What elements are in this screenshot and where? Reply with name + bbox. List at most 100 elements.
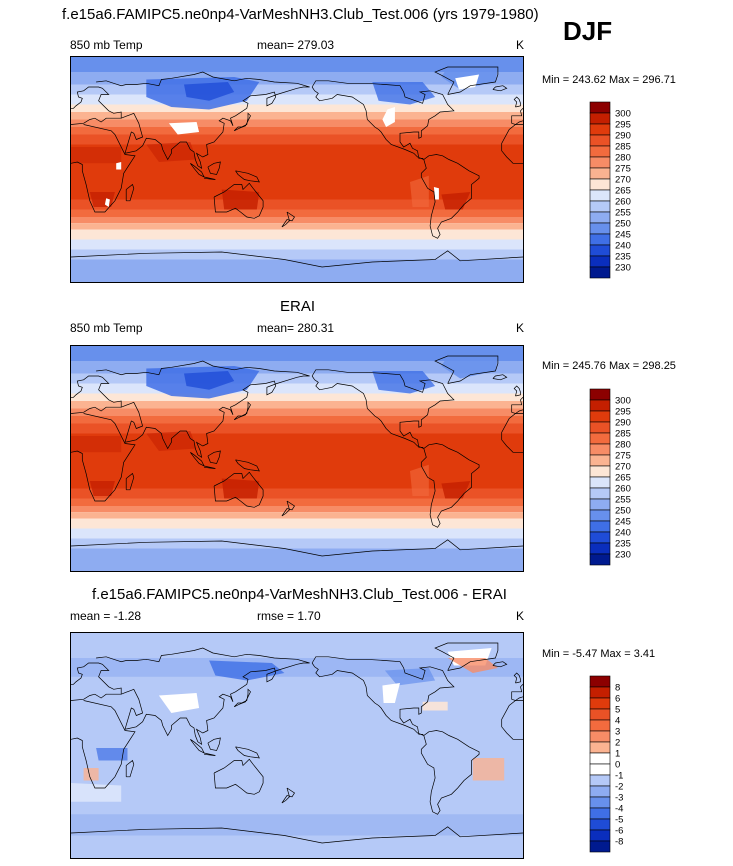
colorbar-tick-label: 245 — [615, 230, 631, 241]
diff-negative-region — [209, 660, 285, 681]
colorbar-tick-label: -8 — [615, 837, 623, 848]
coastline — [281, 787, 295, 804]
coastline — [96, 71, 310, 170]
coastline — [71, 413, 136, 502]
colorbar-tick-label: 255 — [615, 495, 631, 506]
colorbar-swatch — [589, 167, 611, 180]
colorbar-tick-label: -5 — [615, 815, 623, 826]
coastline — [492, 661, 508, 668]
coastline — [281, 500, 295, 517]
panel2-center-label: mean= 280.31 — [257, 321, 335, 335]
zonal-band — [71, 433, 523, 489]
colorbar-tick-label: 265 — [615, 473, 631, 484]
coastline — [71, 826, 523, 844]
coastline — [96, 360, 310, 459]
zonal-band — [71, 144, 523, 200]
colorbar-swatch — [589, 520, 611, 533]
colorbar-swatch — [589, 476, 611, 489]
warm-region — [71, 147, 122, 164]
colorbar-tick-label: 290 — [615, 418, 631, 429]
colorbar-tick-label: 230 — [615, 550, 631, 561]
coastline — [71, 700, 136, 789]
panel2-colorbar: 300 295 290 285 280 275 270 265 260 255 250 245 240 2… — [588, 388, 658, 570]
panel2-title: ERAI — [280, 298, 316, 315]
zonal-band — [71, 134, 523, 145]
coastline — [71, 86, 122, 125]
panel1-colorbar: 300 295 290 285 280 275 270 265 260 255 250 245 240 2… — [588, 101, 658, 283]
colorbar-swatch — [589, 178, 611, 191]
colorbar-tick-label: 285 — [615, 142, 631, 153]
warm-region — [71, 436, 122, 453]
colorbar-tick-label: 4 — [615, 716, 620, 727]
colorbar-swatch — [589, 134, 611, 147]
colorbar-tick-label: 3 — [615, 727, 620, 738]
coastline — [434, 642, 499, 671]
coastline — [492, 374, 508, 381]
coastline — [96, 647, 310, 746]
coastline — [207, 161, 221, 175]
colorbar-tick-label: 2 — [615, 738, 620, 749]
coastline — [71, 375, 122, 414]
colorbar-swatch — [589, 189, 611, 202]
colorbar-swatch — [589, 553, 611, 566]
panel2-minmax: Min = 245.76 Max = 298.25 — [542, 360, 676, 372]
coastline — [233, 112, 251, 132]
colorbar-swatch — [589, 498, 611, 511]
colorbar-swatch — [589, 156, 611, 169]
colorbar-tick-label: -3 — [615, 793, 623, 804]
zonal-band — [71, 538, 523, 549]
colorbar-tick-label: 0 — [615, 760, 620, 771]
panel3-minmax: Min = -5.47 Max = 3.41 — [542, 648, 656, 660]
coastline — [434, 66, 499, 95]
colorbar-tick-label: 260 — [615, 197, 631, 208]
coastline — [501, 413, 523, 453]
coastline — [213, 471, 264, 508]
zonal-band — [71, 112, 523, 120]
zonal-band — [71, 249, 523, 260]
colorbar-tick-label: 265 — [615, 186, 631, 197]
colorbar-tick-label: 295 — [615, 407, 631, 418]
zonal-band — [71, 209, 523, 217]
zonal-band — [71, 259, 523, 282]
colorbar-tick-label: 6 — [615, 694, 620, 705]
coastline — [235, 170, 260, 183]
missing-data — [104, 198, 110, 207]
colorbar-tick-label: 5 — [615, 705, 620, 716]
coastline — [235, 459, 260, 472]
colorbar-swatch — [589, 266, 611, 279]
colorbar-tick-label: 255 — [615, 208, 631, 219]
coastline — [434, 355, 499, 384]
colorbar-swatch — [589, 829, 611, 842]
colorbar-swatch — [589, 840, 611, 853]
coastline — [125, 183, 135, 202]
zonal-band — [71, 239, 523, 250]
colorbar-tick-label: 235 — [615, 252, 631, 263]
colorbar-tick-label: 240 — [615, 241, 631, 252]
coastline — [420, 730, 480, 815]
coastline — [213, 758, 264, 795]
panel3-left-label: mean = -1.28 — [70, 609, 142, 623]
zonal-band — [71, 408, 523, 416]
colorbar-tick-label: 250 — [615, 219, 631, 230]
colorbar-tick-label: 240 — [615, 528, 631, 539]
zonal-band — [71, 512, 523, 519]
colorbar-swatch — [589, 123, 611, 136]
panel1-center-label: mean= 279.03 — [257, 38, 335, 52]
colorbar-swatch — [589, 255, 611, 268]
colorbar-tick-label: -2 — [615, 782, 623, 793]
diff-negative-region — [71, 814, 523, 836]
colorbar-swatch — [589, 145, 611, 158]
colorbar-swatch — [589, 719, 611, 732]
colorbar-tick-label: 275 — [615, 164, 631, 175]
panel2-map — [70, 345, 524, 572]
colorbar-swatch — [589, 432, 611, 445]
coastline — [420, 443, 480, 528]
coastline — [71, 662, 122, 701]
colorbar-swatch — [589, 509, 611, 522]
colorbar-tick-label: 280 — [615, 440, 631, 451]
colorbar-swatch — [589, 388, 611, 401]
colorbar-swatch — [589, 200, 611, 213]
colorbar-swatch — [589, 763, 611, 776]
colorbar-swatch — [589, 465, 611, 478]
colorbar-swatch — [589, 785, 611, 798]
